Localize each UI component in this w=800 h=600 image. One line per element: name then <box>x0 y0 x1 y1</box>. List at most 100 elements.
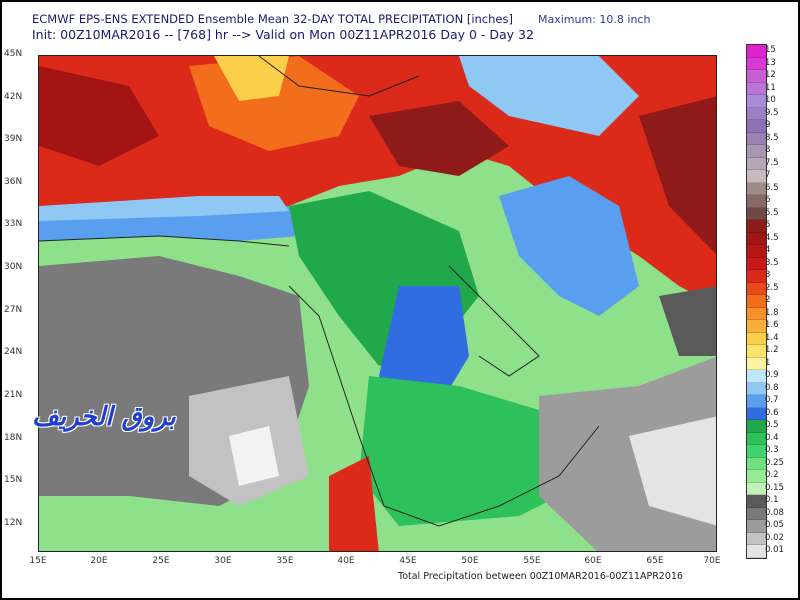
coastline-gulf <box>448 265 540 377</box>
legend-swatch <box>747 45 766 58</box>
legend-label: 0.5 <box>765 420 779 430</box>
lat-label: 24N <box>4 347 23 357</box>
legend-label: 2 <box>765 295 771 305</box>
lat-label: 27N <box>4 305 23 315</box>
legend-swatch <box>747 332 766 345</box>
legend-swatch <box>747 270 766 283</box>
region-med-lightblue <box>39 196 289 221</box>
legend-label: 0.05 <box>765 520 784 530</box>
legend-swatch <box>747 357 766 370</box>
legend-swatch <box>747 420 766 433</box>
legend-swatch <box>747 207 766 220</box>
lon-label: 45E <box>399 556 417 566</box>
legend-label: 0.25 <box>765 457 784 468</box>
lon-label: 30E <box>214 556 232 566</box>
legend-label: 4 <box>765 245 771 255</box>
legend-label: 12 <box>765 70 776 80</box>
region-white-dry <box>229 426 279 486</box>
legend-label: 13 <box>765 57 776 68</box>
region-darkred-3 <box>639 96 716 254</box>
legend-label: 0.3 <box>765 445 779 455</box>
lat-label: 21N <box>4 390 23 400</box>
legend-swatch <box>747 95 766 108</box>
region-grey-gulf <box>659 286 716 356</box>
region-blue-east <box>499 176 639 316</box>
region-darkred-1 <box>39 66 159 166</box>
lat-label: 45N <box>4 49 23 59</box>
lat-label: 15N <box>4 475 23 485</box>
region-darkred-2 <box>369 101 509 176</box>
lat-label: 42N <box>4 92 23 102</box>
chart-title: ECMWF EPS-ENS EXTENDED Ensemble Mean 32-… <box>32 12 513 26</box>
legend-label: 0.6 <box>765 407 779 418</box>
precipitation-map <box>38 55 717 552</box>
legend-swatch <box>747 257 766 270</box>
color-legend <box>746 44 767 559</box>
legend-swatch <box>747 295 766 308</box>
legend-label: 1.8 <box>765 307 779 318</box>
legend-swatch <box>747 232 766 245</box>
legend-swatch <box>747 245 766 258</box>
lat-label: 30N <box>4 262 23 272</box>
lat-label: 12N <box>4 518 23 528</box>
region-yellow <box>214 56 289 101</box>
legend-label: 9.5 <box>765 107 779 118</box>
legend-label: 0.08 <box>765 507 784 518</box>
legend-swatch <box>747 370 766 383</box>
lon-label: 25E <box>152 556 170 566</box>
legend-swatch <box>747 395 766 408</box>
lat-label: 36N <box>4 177 23 187</box>
legend-label: 6.5 <box>765 182 779 193</box>
maximum-label: Maximum: 10.8 inch <box>538 13 651 26</box>
lat-label: 39N <box>4 134 23 144</box>
legend-label: 0.4 <box>765 432 779 443</box>
coastline-black-sea <box>258 56 420 97</box>
lon-label: 65E <box>646 556 664 566</box>
legend-swatch <box>747 70 766 83</box>
chart-subtitle: Init: 00Z10MAR2016 -- [768] hr --> Valid… <box>32 27 534 42</box>
legend-label: 0.9 <box>765 370 779 380</box>
legend-swatch <box>747 507 766 520</box>
legend-label: 0.8 <box>765 382 779 393</box>
lon-label: 50E <box>461 556 479 566</box>
legend-label: 7 <box>765 170 771 180</box>
lon-label: 20E <box>90 556 108 566</box>
legend-label: 3 <box>765 270 771 280</box>
legend-label: 0.15 <box>765 482 784 493</box>
legend-label: 1.4 <box>765 332 779 343</box>
region-ethiopia-red <box>329 456 379 551</box>
legend-swatch <box>747 382 766 395</box>
coastline-med <box>39 235 290 247</box>
legend-label: 6 <box>765 195 771 205</box>
footer-caption: Total Precipitation between 00Z10MAR2016… <box>398 571 683 582</box>
legend-swatch <box>747 282 766 295</box>
coastline-red-sea <box>288 285 385 507</box>
legend-label: 4.5 <box>765 232 779 243</box>
legend-swatch <box>747 407 766 420</box>
legend-swatch <box>747 57 766 70</box>
lon-label: 55E <box>523 556 541 566</box>
legend-label: 5 <box>765 220 771 230</box>
legend-swatch <box>747 132 766 145</box>
legend-swatch <box>747 320 766 333</box>
legend-swatch <box>747 182 766 195</box>
legend-label: 0.02 <box>765 532 784 543</box>
legend-swatch <box>747 520 766 533</box>
legend-label: 9 <box>765 120 771 130</box>
legend-label: 15 <box>765 45 776 55</box>
legend-label: 11 <box>765 82 776 93</box>
legend-swatch <box>747 170 766 183</box>
lon-label: 15E <box>29 556 47 566</box>
lon-label: 70E <box>703 556 721 566</box>
legend-label: 8 <box>765 145 771 155</box>
legend-swatch <box>747 82 766 95</box>
legend-swatch <box>747 345 766 358</box>
legend-swatch <box>747 545 766 558</box>
legend-label: 8.5 <box>765 132 779 143</box>
legend-swatch <box>747 307 766 320</box>
legend-label: 0.7 <box>765 395 779 405</box>
region-blue-north <box>459 56 639 136</box>
legend-label: 0.2 <box>765 470 779 480</box>
legend-swatch <box>747 432 766 445</box>
legend-label: 0.01 <box>765 545 784 555</box>
